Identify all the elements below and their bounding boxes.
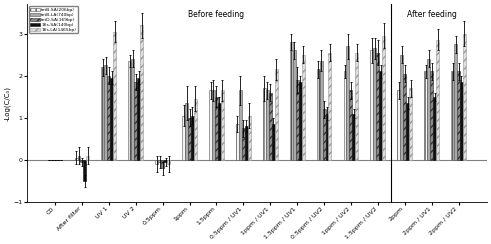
Bar	[326, 113, 328, 160]
Legend: tetB-SA(206bp), tetB-LA(740bp), tetD-SA(169bp), 16s-SA(140bp), 16s-LA(1465bp): tetB-SA(206bp), tetB-LA(740bp), tetD-SA(…	[29, 6, 78, 33]
Bar	[320, 61, 323, 160]
Bar	[236, 124, 239, 160]
Bar	[317, 69, 320, 160]
Bar	[155, 160, 158, 164]
Bar	[293, 51, 296, 160]
Bar	[164, 160, 167, 162]
Bar	[406, 103, 409, 160]
Bar	[158, 160, 161, 162]
Bar	[194, 99, 197, 160]
Bar	[212, 91, 215, 160]
Bar	[409, 88, 412, 160]
Bar	[427, 59, 430, 160]
Bar	[191, 116, 194, 160]
Bar	[433, 97, 436, 160]
Bar	[248, 116, 251, 160]
Text: Before feeding: Before feeding	[189, 10, 245, 20]
Bar	[245, 126, 248, 160]
Bar	[301, 55, 304, 160]
Bar	[140, 25, 143, 160]
Bar	[460, 82, 463, 160]
Bar	[400, 55, 403, 160]
Bar	[397, 91, 400, 160]
Text: After feeding: After feeding	[407, 10, 457, 20]
Bar	[182, 116, 185, 160]
Bar	[272, 124, 274, 160]
Bar	[131, 59, 134, 160]
Y-axis label: -Log(C/C₀): -Log(C/C₀)	[4, 86, 11, 121]
Bar	[350, 91, 353, 160]
Bar	[81, 160, 83, 162]
Bar	[215, 97, 218, 160]
Bar	[188, 118, 191, 160]
Bar	[102, 67, 105, 160]
Bar	[436, 40, 439, 160]
Bar	[242, 128, 245, 160]
Bar	[380, 71, 382, 160]
Bar	[451, 71, 454, 160]
Bar	[430, 71, 433, 160]
Bar	[274, 69, 277, 160]
Bar	[454, 44, 457, 160]
Bar	[113, 31, 116, 160]
Bar	[83, 160, 86, 181]
Bar	[403, 74, 406, 160]
Bar	[373, 48, 376, 160]
Bar	[128, 61, 131, 160]
Bar	[137, 78, 140, 160]
Bar	[463, 34, 466, 160]
Bar	[218, 103, 221, 160]
Bar	[296, 80, 299, 160]
Bar	[344, 71, 347, 160]
Bar	[457, 71, 460, 160]
Bar	[299, 82, 301, 160]
Bar	[266, 91, 269, 160]
Bar	[239, 91, 242, 160]
Bar	[347, 46, 350, 160]
Bar	[134, 82, 137, 160]
Bar	[328, 52, 331, 160]
Bar	[353, 113, 355, 160]
Bar	[269, 92, 272, 160]
Bar	[209, 91, 212, 160]
Bar	[78, 156, 81, 160]
Bar	[86, 156, 89, 160]
Bar	[263, 88, 266, 160]
Bar	[290, 42, 293, 160]
Bar	[185, 103, 188, 160]
Bar	[376, 52, 380, 160]
Bar	[221, 91, 224, 160]
Bar	[382, 36, 385, 160]
Bar	[167, 160, 170, 164]
Bar	[355, 52, 358, 160]
Bar	[424, 71, 427, 160]
Bar	[110, 78, 113, 160]
Bar	[75, 158, 78, 160]
Bar	[370, 51, 373, 160]
Bar	[108, 76, 110, 160]
Bar	[161, 160, 164, 168]
Bar	[105, 65, 108, 160]
Bar	[323, 109, 326, 160]
